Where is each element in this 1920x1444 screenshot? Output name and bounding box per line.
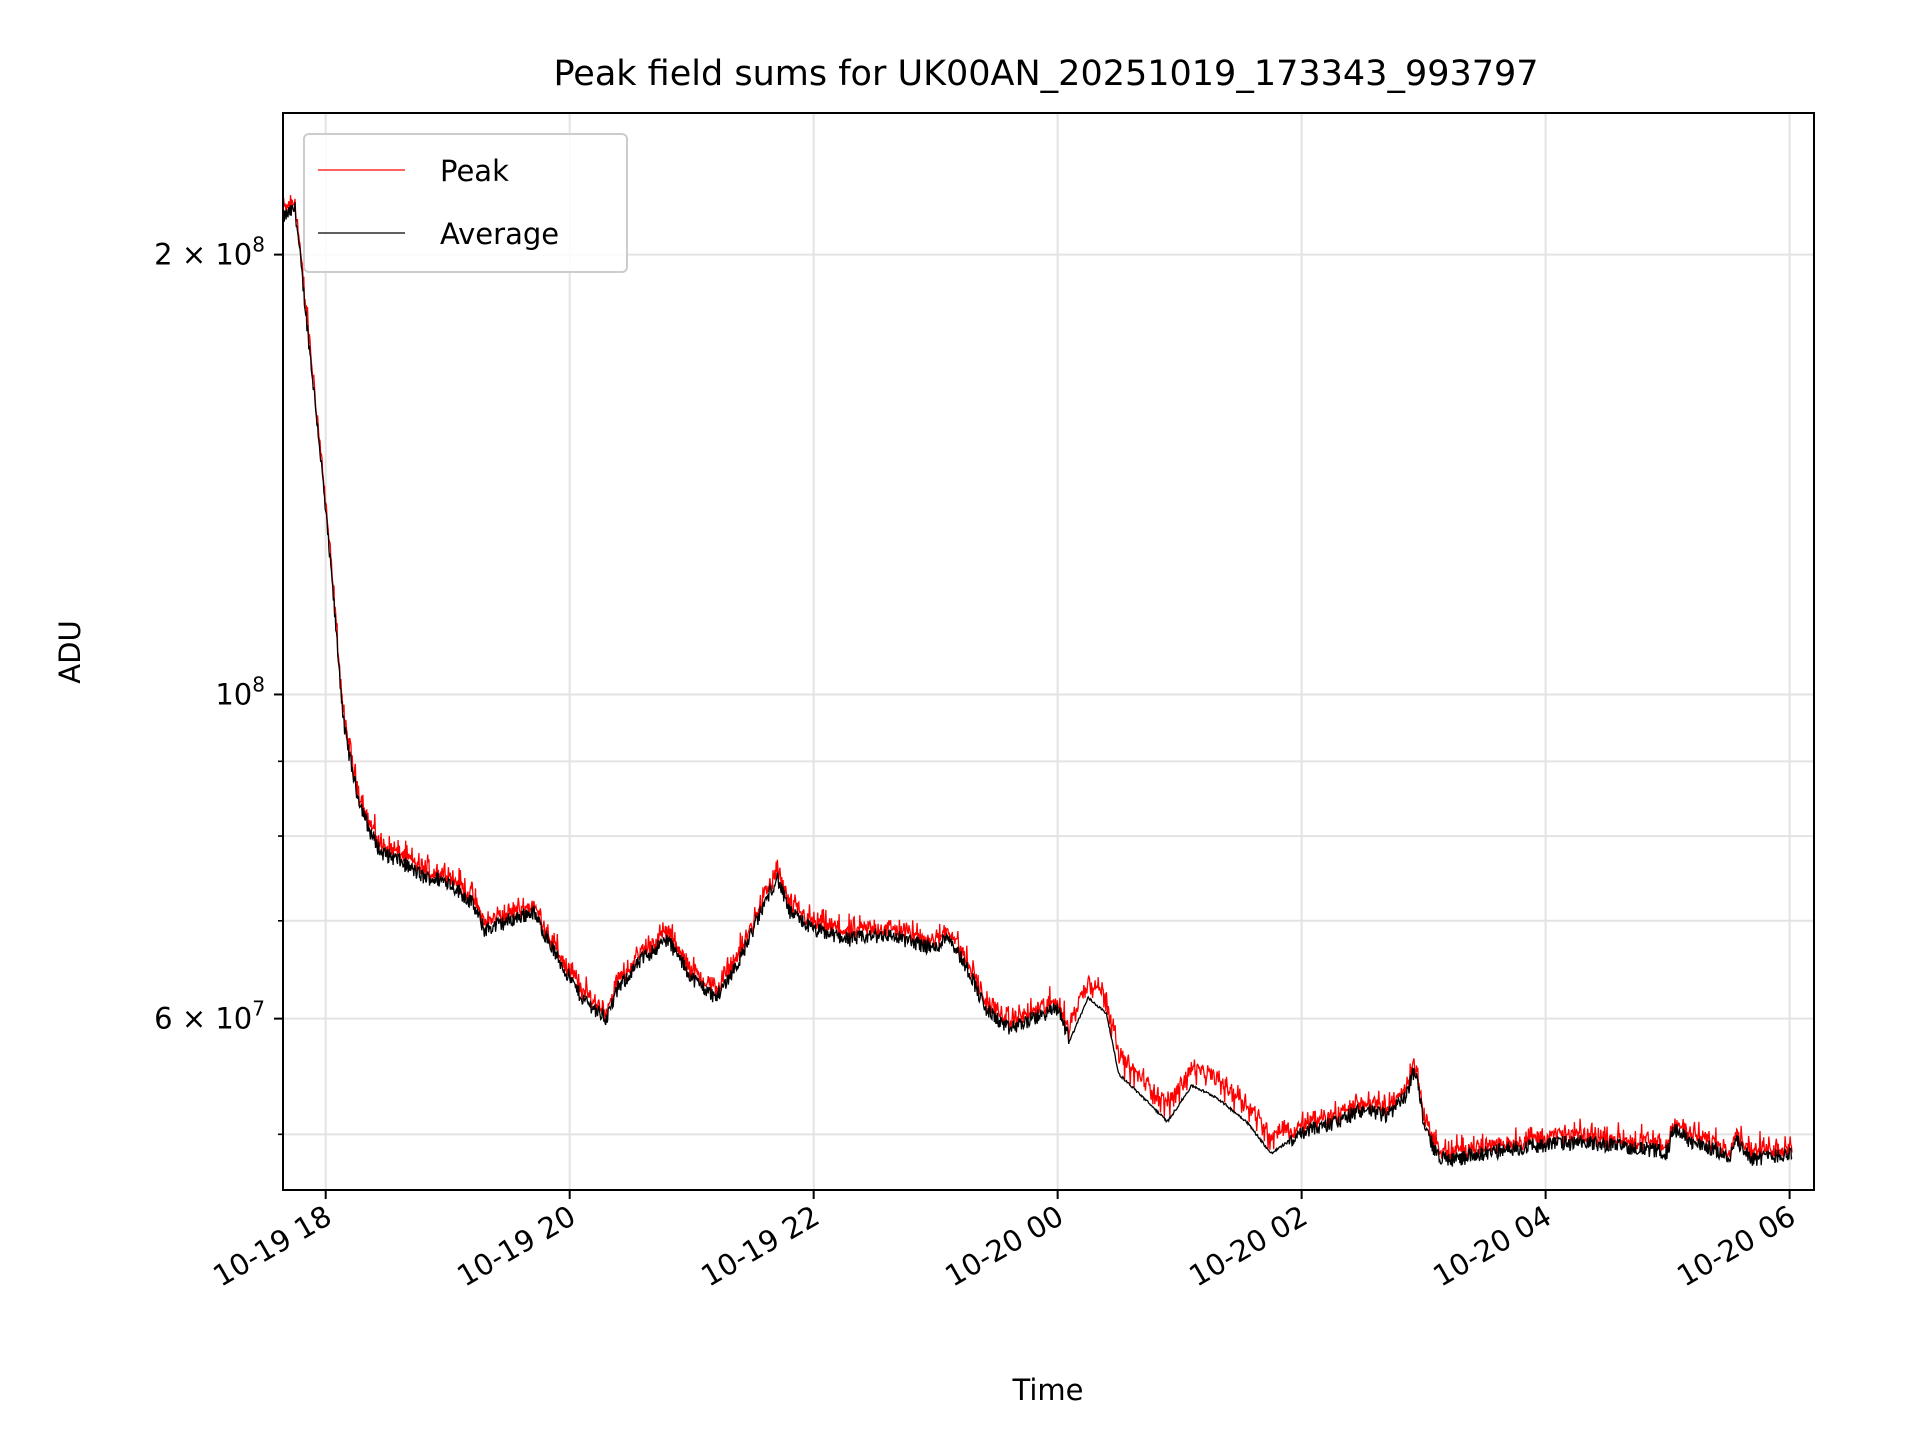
y-tick-exponent: 8: [252, 233, 265, 257]
y-axis-label: ADU: [53, 620, 87, 683]
plot-frame: [282, 112, 1815, 1191]
y-tick-exponent: 7: [252, 997, 265, 1021]
y-tick-mantissa: 10: [215, 677, 252, 711]
legend-average-label: Average: [440, 217, 559, 251]
series-layer: [282, 195, 1793, 1167]
series-average-line: [282, 202, 1793, 1167]
y-tick-mantissa: 2 × 10: [154, 238, 252, 272]
y-tick-exponent: 8: [252, 672, 265, 696]
y-tick-label: 108: [215, 672, 265, 711]
legend-peak-label: Peak: [440, 154, 509, 188]
chart-title: Peak field sums for UK00AN_20251019_1733…: [553, 54, 1538, 94]
y-tick-label: 6 × 107: [154, 997, 265, 1036]
y-tick-mantissa: 6 × 10: [154, 1002, 252, 1036]
y-tick-label: 2 × 108: [154, 233, 265, 272]
x-axis-label: Time: [1012, 1373, 1084, 1407]
legend-box: [303, 133, 628, 273]
legend: Peak Average: [303, 133, 628, 273]
